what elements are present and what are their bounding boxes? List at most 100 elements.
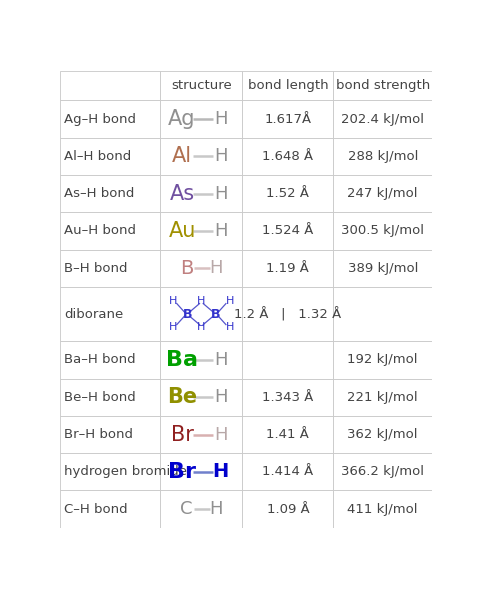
Bar xyxy=(160,378,242,416)
Bar xyxy=(60,453,160,490)
Text: H: H xyxy=(226,322,234,332)
Text: C–H bond: C–H bond xyxy=(64,503,128,516)
Text: As–H bond: As–H bond xyxy=(64,187,135,200)
Text: structure: structure xyxy=(171,79,232,93)
Text: H: H xyxy=(197,296,205,307)
Text: H: H xyxy=(169,296,177,307)
Text: Al–H bond: Al–H bond xyxy=(64,150,132,163)
Text: H: H xyxy=(197,322,205,332)
Text: 247 kJ/mol: 247 kJ/mol xyxy=(348,187,418,200)
Bar xyxy=(334,416,432,453)
Bar xyxy=(334,100,432,138)
Bar xyxy=(160,71,242,100)
Text: 411 kJ/mol: 411 kJ/mol xyxy=(348,503,418,516)
Bar xyxy=(242,490,334,528)
Bar xyxy=(60,100,160,138)
Bar xyxy=(60,250,160,287)
Text: H: H xyxy=(214,388,228,406)
Bar xyxy=(60,71,160,100)
Text: H: H xyxy=(214,184,228,203)
Text: bond strength: bond strength xyxy=(336,79,430,93)
Bar xyxy=(334,212,432,250)
Bar xyxy=(160,212,242,250)
Bar xyxy=(334,378,432,416)
Bar xyxy=(160,250,242,287)
Text: 192 kJ/mol: 192 kJ/mol xyxy=(348,353,418,366)
Text: 362 kJ/mol: 362 kJ/mol xyxy=(348,428,418,441)
Text: H: H xyxy=(209,259,223,278)
Text: H: H xyxy=(209,500,223,518)
Bar xyxy=(60,341,160,378)
Text: 1.19 Å: 1.19 Å xyxy=(266,262,309,275)
Text: 1.414 Å: 1.414 Å xyxy=(262,466,313,479)
Bar xyxy=(160,453,242,490)
Text: H: H xyxy=(226,296,234,307)
Bar xyxy=(334,287,432,341)
Text: diborane: diborane xyxy=(64,308,124,321)
Text: B: B xyxy=(180,259,193,278)
Bar xyxy=(242,250,334,287)
Text: B: B xyxy=(211,308,220,321)
Bar xyxy=(160,416,242,453)
Text: 1.648 Å: 1.648 Å xyxy=(263,150,313,163)
Bar xyxy=(242,341,334,378)
Text: B–H bond: B–H bond xyxy=(64,262,128,275)
Bar xyxy=(60,287,160,341)
Bar xyxy=(242,212,334,250)
Bar xyxy=(60,378,160,416)
Bar xyxy=(160,287,242,341)
Bar xyxy=(242,100,334,138)
Text: 1.2 Å   |   1.32 Å: 1.2 Å | 1.32 Å xyxy=(234,307,341,321)
Text: 300.5 kJ/mol: 300.5 kJ/mol xyxy=(341,225,424,238)
Bar xyxy=(242,453,334,490)
Text: bond length: bond length xyxy=(248,79,328,93)
Text: H: H xyxy=(214,222,228,240)
Bar xyxy=(334,453,432,490)
Text: Br–H bond: Br–H bond xyxy=(64,428,133,441)
Bar xyxy=(160,138,242,175)
Bar xyxy=(60,490,160,528)
Bar xyxy=(334,175,432,212)
Bar xyxy=(242,138,334,175)
Text: Be: Be xyxy=(167,387,197,407)
Text: hydrogen bromide: hydrogen bromide xyxy=(64,466,188,479)
Text: B: B xyxy=(182,308,192,321)
Text: Be–H bond: Be–H bond xyxy=(64,391,136,404)
Bar xyxy=(160,175,242,212)
Text: 1.524 Å: 1.524 Å xyxy=(262,225,313,238)
Bar xyxy=(60,416,160,453)
Text: Br: Br xyxy=(168,462,196,482)
Bar xyxy=(242,71,334,100)
Bar xyxy=(60,138,160,175)
Text: C: C xyxy=(180,500,193,518)
Text: H: H xyxy=(213,463,229,482)
Bar xyxy=(60,175,160,212)
Bar xyxy=(242,175,334,212)
Bar xyxy=(334,250,432,287)
Text: Al: Al xyxy=(172,146,192,167)
Text: 202.4 kJ/mol: 202.4 kJ/mol xyxy=(341,113,424,126)
Text: 1.41 Å: 1.41 Å xyxy=(266,428,309,441)
Bar xyxy=(160,100,242,138)
Text: 1.09 Å: 1.09 Å xyxy=(266,503,309,516)
Text: 1.343 Å: 1.343 Å xyxy=(262,391,313,404)
Text: Ag–H bond: Ag–H bond xyxy=(64,113,136,126)
Text: Ba–H bond: Ba–H bond xyxy=(64,353,136,366)
Text: H: H xyxy=(214,351,228,369)
Text: 366.2 kJ/mol: 366.2 kJ/mol xyxy=(341,466,424,479)
Text: 221 kJ/mol: 221 kJ/mol xyxy=(348,391,418,404)
Text: 288 kJ/mol: 288 kJ/mol xyxy=(348,150,418,163)
Bar xyxy=(334,341,432,378)
Bar xyxy=(242,287,334,341)
Bar xyxy=(160,341,242,378)
Text: 1.52 Å: 1.52 Å xyxy=(266,187,309,200)
Text: 389 kJ/mol: 389 kJ/mol xyxy=(348,262,418,275)
Bar xyxy=(334,71,432,100)
Text: As: As xyxy=(169,184,194,203)
Text: Au–H bond: Au–H bond xyxy=(64,225,136,238)
Text: H: H xyxy=(214,426,228,444)
Bar xyxy=(242,416,334,453)
Text: H: H xyxy=(214,110,228,128)
Bar xyxy=(160,490,242,528)
Text: Ba: Ba xyxy=(166,350,198,370)
